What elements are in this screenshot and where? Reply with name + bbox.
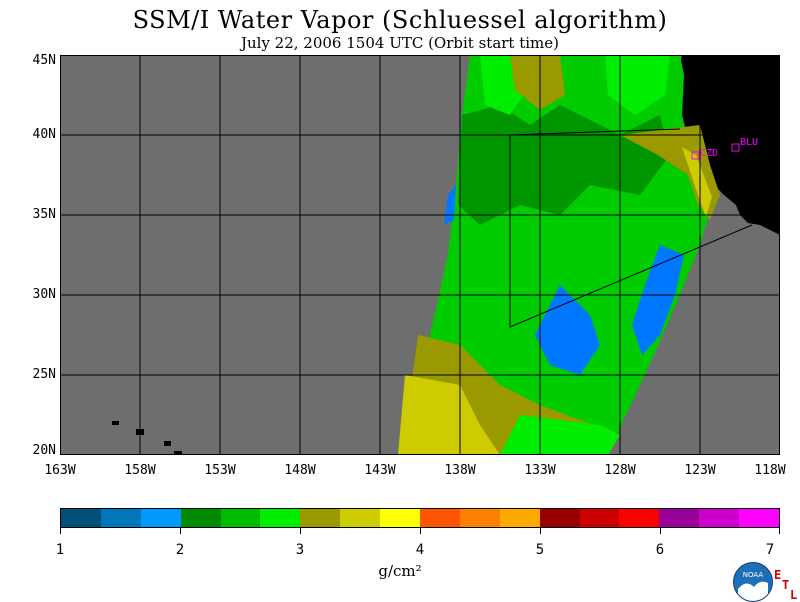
colorbar-segment — [699, 509, 740, 527]
colorbar-tick — [180, 528, 181, 534]
colorbar-tick — [420, 528, 421, 534]
swath-yellow-south — [398, 375, 500, 455]
colorbar-tick — [779, 528, 780, 534]
colorbar-tick — [300, 528, 301, 534]
land-mass — [678, 55, 780, 235]
colorbar-segment — [340, 509, 381, 527]
colorbar-segment — [61, 509, 101, 527]
colorbar-segment — [539, 509, 580, 527]
station-blu-marker — [731, 143, 740, 152]
colorbar-segment — [300, 509, 341, 527]
lat-label-45n: 45N — [32, 53, 56, 68]
lon-label-133w: 133W — [524, 463, 556, 478]
gull-icon — [738, 581, 768, 601]
lat-label-25n: 25N — [32, 367, 56, 382]
swath — [398, 55, 720, 455]
etl-mark-l: L — [790, 588, 798, 602]
lon-label-138w: 138W — [444, 463, 476, 478]
colorbar-label-3: 3 — [295, 542, 305, 558]
colorbar — [60, 508, 780, 528]
colorbar-segment — [180, 509, 221, 527]
colorbar-tick — [60, 528, 61, 534]
map-subtitle: July 22, 2006 1504 UTC (Orbit start time… — [240, 34, 560, 52]
colorbar-units: g/cm² — [378, 562, 422, 580]
swath-olive-coast — [620, 125, 720, 220]
colorbar-segment — [579, 509, 620, 527]
lat-label-20n: 20N — [32, 443, 56, 458]
graticule — [60, 55, 780, 455]
lat-label-30n: 30N — [32, 287, 56, 302]
lon-label-128w: 128W — [604, 463, 636, 478]
colorbar-segment — [739, 509, 780, 527]
colorbar-label-1: 1 — [55, 542, 65, 558]
lon-label-158w: 158W — [124, 463, 156, 478]
lon-label-143w: 143W — [364, 463, 396, 478]
colorbar-segment — [459, 509, 500, 527]
colorbar-label-2: 2 — [175, 542, 185, 558]
swath-blue-patch-south — [535, 285, 600, 375]
station-czd-label: CZD — [700, 148, 718, 159]
lon-label-163w: 163W — [44, 463, 76, 478]
lon-label-123w: 123W — [684, 463, 716, 478]
lat-label-40n: 40N — [32, 127, 56, 142]
station-czd-marker — [691, 151, 700, 160]
colorbar-label-5: 5 — [535, 542, 545, 558]
colorbar-segment — [380, 509, 421, 527]
noaa-logo: NOAA — [733, 562, 773, 602]
water-vapor-map: CZD BLU — [60, 55, 780, 455]
colorbar-segment — [260, 509, 301, 527]
lat-label-35n: 35N — [32, 207, 56, 222]
lon-label-153w: 153W — [204, 463, 236, 478]
colorbar-label-7: 7 — [765, 542, 775, 558]
station-blu-label: BLU — [740, 137, 758, 148]
colorbar-segment — [420, 509, 460, 527]
swath-yellow-coast — [682, 147, 712, 217]
colorbar-segment — [659, 509, 700, 527]
swath-bright-south — [500, 415, 620, 455]
colorbar-label-6: 6 — [655, 542, 665, 558]
colorbar-tick — [540, 528, 541, 534]
hawaiian-islands — [112, 421, 182, 455]
etl-mark-e: E — [774, 568, 782, 582]
noaa-logo-text: NOAA — [742, 571, 764, 579]
colorbar-segment — [220, 509, 261, 527]
lon-label-118w: 118W — [754, 463, 786, 478]
etl-mark-t: T — [782, 578, 790, 592]
region-outline — [509, 128, 753, 328]
map-frame — [60, 55, 780, 455]
colorbar-tick — [660, 528, 661, 534]
lon-label-148w: 148W — [284, 463, 316, 478]
swath-bright-east — [605, 55, 670, 115]
colorbar-segment — [619, 509, 660, 527]
map-title: SSM/I Water Vapor (Schluessel algorithm) — [132, 6, 668, 34]
swath-blue-patch-east — [632, 245, 684, 355]
colorbar-segment — [100, 509, 141, 527]
colorbar-label-4: 4 — [415, 542, 425, 558]
colorbar-segment — [140, 509, 181, 527]
swath-olive-top — [510, 55, 565, 110]
colorbar-segment — [499, 509, 540, 527]
